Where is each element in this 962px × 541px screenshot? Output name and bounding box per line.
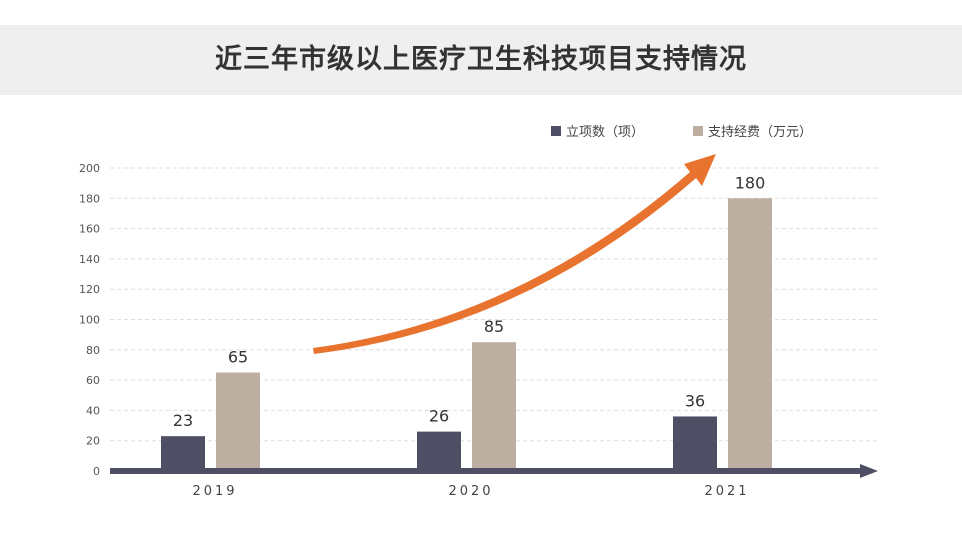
y-tick-label: 160 [79, 223, 100, 236]
y-tick-label: 100 [79, 314, 100, 327]
legend-label: 立项数（项） [566, 125, 645, 140]
bar [417, 431, 461, 471]
legend-item-funding: 支持经费（万元） [693, 121, 812, 140]
legend-swatch [693, 125, 703, 136]
bar [472, 342, 516, 471]
y-tick-label: 140 [79, 253, 100, 266]
chart-title: 近三年市级以上医疗卫生科技项目支持情况 [215, 44, 747, 75]
bar [673, 416, 717, 471]
trend-arrow [313, 154, 716, 354]
title-band [0, 25, 962, 95]
x-axis [110, 468, 862, 474]
y-tick-label: 120 [79, 283, 100, 296]
x-tick-label: 2019 [192, 484, 237, 499]
data-label: 65 [228, 348, 248, 367]
legend-item-projects: 立项数（项） [551, 121, 644, 140]
data-label: 23 [173, 411, 193, 430]
x-axis-arrowhead [860, 464, 878, 478]
data-label: 180 [735, 173, 766, 192]
y-tick-label: 180 [79, 192, 100, 205]
y-tick-label: 60 [86, 374, 100, 387]
data-label: 85 [484, 317, 504, 336]
legend-label: 支持经费（万元） [708, 125, 813, 140]
bar [216, 372, 260, 471]
y-tick-label: 20 [86, 435, 100, 448]
y-tick-label: 0 [93, 465, 100, 478]
data-label: 36 [685, 391, 705, 410]
y-tick-label: 40 [86, 404, 100, 417]
bar [728, 198, 772, 472]
legend-swatch [551, 125, 561, 136]
y-tick-label: 80 [86, 344, 100, 357]
y-tick-label: 200 [79, 162, 100, 175]
x-tick-label: 2020 [448, 484, 493, 499]
data-label: 26 [429, 407, 449, 426]
bar [161, 436, 205, 471]
x-tick-label: 2021 [704, 484, 749, 499]
